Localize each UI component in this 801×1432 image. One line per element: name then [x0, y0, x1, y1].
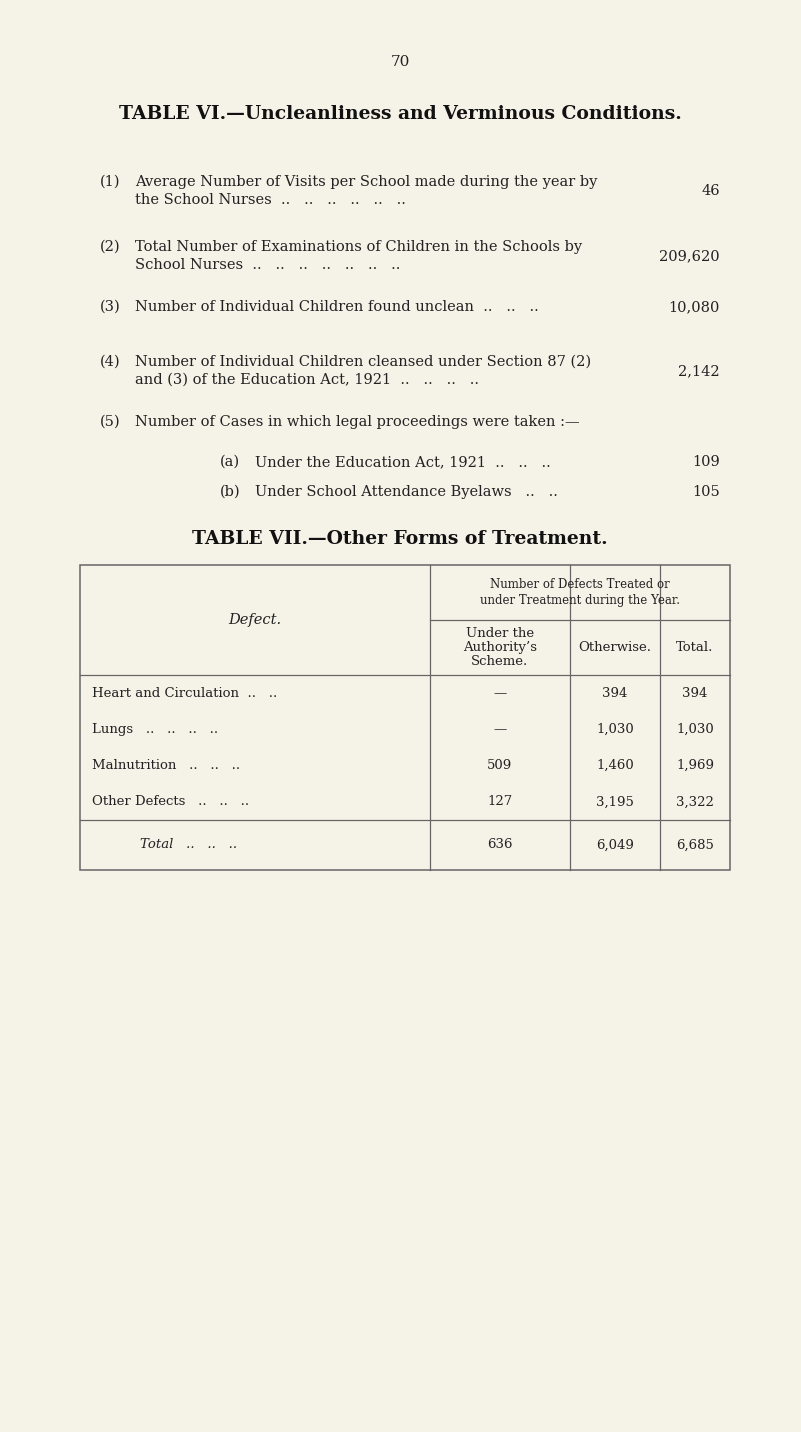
Text: 1,460: 1,460 [596, 759, 634, 772]
Text: Authority’s: Authority’s [463, 642, 537, 654]
Text: Lungs   ..   ..   ..   ..: Lungs .. .. .. .. [92, 723, 218, 736]
Bar [80, 566, 730, 871]
Text: Otherwise.: Otherwise. [578, 642, 651, 654]
Text: (2): (2) [100, 241, 121, 253]
Text: Average Number of Visits per School made during the year by: Average Number of Visits per School made… [135, 175, 598, 189]
Text: Under the Education Act, 1921  ..   ..   ..: Under the Education Act, 1921 .. .. .. [255, 455, 551, 470]
Text: 636: 636 [487, 839, 513, 852]
Text: 3,195: 3,195 [596, 795, 634, 809]
Text: Total Number of Examinations of Children in the Schools by: Total Number of Examinations of Children… [135, 241, 582, 253]
Text: 70: 70 [390, 54, 409, 69]
Text: —: — [493, 723, 506, 736]
Text: TABLE VII.—Other Forms of Treatment.: TABLE VII.—Other Forms of Treatment. [192, 530, 608, 548]
Text: Total.: Total. [676, 642, 714, 654]
Text: School Nurses  ..   ..   ..   ..   ..   ..   ..: School Nurses .. .. .. .. .. .. .. [135, 258, 400, 272]
Text: 509: 509 [487, 759, 513, 772]
Text: Under the: Under the [466, 627, 534, 640]
Text: (b): (b) [220, 485, 240, 498]
Text: Scheme.: Scheme. [471, 654, 529, 667]
Text: (a): (a) [220, 455, 240, 470]
Text: 6,049: 6,049 [596, 839, 634, 852]
Text: Total   ..   ..   ..: Total .. .. .. [140, 839, 237, 852]
Text: the School Nurses  ..   ..   ..   ..   ..   ..: the School Nurses .. .. .. .. .. .. [135, 193, 406, 208]
Text: —: — [493, 686, 506, 700]
Text: Heart and Circulation  ..   ..: Heart and Circulation .. .. [92, 686, 277, 700]
Text: Number of Individual Children found unclean  ..   ..   ..: Number of Individual Children found uncl… [135, 299, 539, 314]
Text: 394: 394 [602, 686, 628, 700]
Text: Other Defects   ..   ..   ..: Other Defects .. .. .. [92, 795, 249, 809]
Text: and (3) of the Education Act, 1921  ..   ..   ..   ..: and (3) of the Education Act, 1921 .. ..… [135, 372, 479, 387]
Text: Number of Defects Treated or: Number of Defects Treated or [490, 579, 670, 591]
Text: (3): (3) [100, 299, 121, 314]
Text: under Treatment during the Year.: under Treatment during the Year. [480, 594, 680, 607]
Text: 46: 46 [702, 183, 720, 198]
Text: TABLE VI.—Uncleanliness and Verminous Conditions.: TABLE VI.—Uncleanliness and Verminous Co… [119, 105, 682, 123]
Text: 6,685: 6,685 [676, 839, 714, 852]
Text: 1,969: 1,969 [676, 759, 714, 772]
Text: 2,142: 2,142 [678, 364, 720, 378]
Text: 109: 109 [692, 455, 720, 470]
Text: 3,322: 3,322 [676, 795, 714, 809]
Text: (5): (5) [100, 415, 121, 430]
Text: 1,030: 1,030 [596, 723, 634, 736]
Text: (4): (4) [100, 355, 121, 369]
Text: Malnutrition   ..   ..   ..: Malnutrition .. .. .. [92, 759, 240, 772]
Text: 394: 394 [682, 686, 708, 700]
Text: 105: 105 [692, 485, 720, 498]
Text: Number of Cases in which legal proceedings were taken :—: Number of Cases in which legal proceedin… [135, 415, 580, 430]
Text: 209,620: 209,620 [659, 249, 720, 263]
Text: 127: 127 [487, 795, 513, 809]
Text: 10,080: 10,080 [669, 299, 720, 314]
Text: Number of Individual Children cleansed under Section 87 (2): Number of Individual Children cleansed u… [135, 355, 591, 369]
Text: 1,030: 1,030 [676, 723, 714, 736]
Text: (1): (1) [100, 175, 120, 189]
Text: Defect.: Defect. [228, 613, 282, 627]
Text: Under School Attendance Byelaws   ..   ..: Under School Attendance Byelaws .. .. [255, 485, 557, 498]
